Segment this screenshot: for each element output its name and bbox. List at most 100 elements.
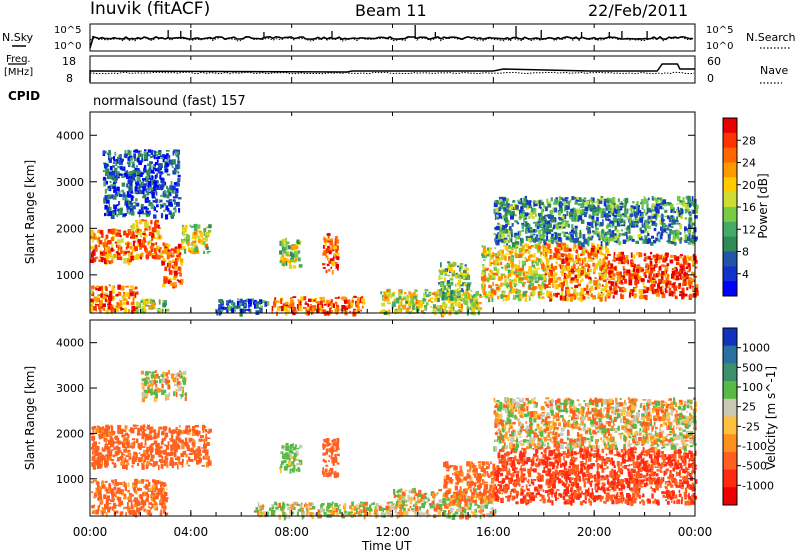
range-gate-cell	[285, 261, 288, 266]
range-gate-cell	[493, 272, 497, 276]
range-gate-cell	[130, 225, 133, 228]
range-gate-cell	[681, 295, 684, 300]
range-gate-cell	[500, 282, 503, 287]
range-gate-cell	[595, 227, 599, 230]
range-gate-cell	[669, 259, 674, 264]
range-gate-cell	[121, 169, 124, 172]
range-gate-cell	[523, 217, 525, 223]
range-gate-cell	[166, 158, 169, 161]
range-gate-cell	[164, 190, 167, 194]
range-gate-cell	[555, 261, 558, 265]
range-gate-cell	[450, 281, 454, 286]
range-gate-cell	[177, 174, 181, 178]
range-gate-cell	[587, 251, 590, 257]
range-gate-cell	[520, 198, 523, 204]
range-gate-cell	[548, 269, 552, 272]
range-gate-cell	[479, 294, 482, 298]
range-gate-cell	[144, 442, 147, 446]
range-gate-cell	[161, 455, 164, 461]
range-gate-cell	[191, 428, 194, 431]
range-gate-cell	[501, 273, 506, 277]
range-gate-cell	[507, 229, 511, 235]
range-gate-cell	[190, 448, 193, 451]
range-gate-cell	[540, 235, 544, 239]
range-gate-cell	[178, 207, 181, 213]
range-gate-cell	[471, 307, 475, 312]
range-gate-cell	[579, 209, 583, 216]
range-gate-cell	[636, 207, 638, 212]
range-gate-cell	[126, 209, 129, 214]
range-gate-cell	[490, 277, 495, 280]
range-gate-cell	[516, 220, 518, 224]
range-gate-cell	[143, 429, 147, 431]
range-gate-cell	[685, 195, 690, 200]
range-gate-cell	[568, 200, 571, 207]
range-gate-cell	[533, 211, 536, 215]
range-gate-cell	[679, 200, 683, 203]
range-gate-cell	[167, 446, 170, 450]
range-gate-cell	[580, 293, 584, 297]
range-gate-cell	[187, 432, 191, 435]
range-gate-cell	[126, 202, 128, 208]
range-gate-cell	[562, 198, 565, 202]
range-gate-cell	[106, 200, 110, 204]
range-gate-cell	[131, 309, 134, 314]
range-gate-cell	[466, 286, 469, 292]
range-gate-cell	[245, 308, 249, 311]
range-gate-cell	[618, 271, 622, 276]
range-gate-cell	[527, 212, 530, 216]
range-gate-cell	[574, 201, 579, 205]
range-gate-cell	[137, 181, 140, 186]
range-gate-cell	[582, 234, 586, 240]
range-gate-cell	[520, 213, 524, 218]
range-gate-cell	[537, 245, 540, 250]
range-gate-cell	[350, 303, 353, 309]
range-gate-cell	[544, 284, 547, 290]
range-gate-cell	[143, 151, 147, 156]
range-gate-cell	[651, 287, 654, 293]
range-gate-cell	[692, 287, 695, 291]
range-gate-cell	[101, 285, 104, 290]
range-gate-cell	[93, 461, 98, 466]
range-gate-cell	[163, 155, 168, 160]
range-gate-cell	[587, 259, 590, 262]
range-gate-cell	[340, 296, 343, 300]
range-gate-cell	[568, 223, 570, 228]
range-gate-cell	[694, 215, 698, 219]
range-gate-cell	[192, 449, 197, 455]
range-gate-cell	[150, 451, 152, 455]
range-gate-cell	[157, 429, 160, 435]
range-gate-cell	[343, 299, 348, 304]
range-gate-cell	[614, 225, 617, 231]
range-gate-cell	[579, 246, 583, 250]
range-gate-cell	[124, 486, 127, 492]
range-gate-cell	[606, 206, 610, 208]
range-gate-cell	[592, 250, 595, 256]
range-gate-cell	[136, 223, 139, 228]
range-gate-cell	[130, 255, 135, 261]
range-gate-cell	[658, 205, 663, 210]
range-gate-cell	[134, 236, 139, 240]
range-gate-cell	[129, 256, 132, 261]
range-gate-cell	[160, 445, 163, 449]
range-gate-cell	[139, 172, 143, 177]
range-gate-cell	[602, 219, 604, 222]
range-gate-cell	[361, 305, 364, 309]
range-gate-cell	[562, 242, 566, 246]
range-gate-cell	[621, 229, 623, 232]
range-gate-cell	[158, 183, 161, 189]
range-gate-cell	[172, 439, 176, 443]
range-gate-cell	[117, 291, 122, 296]
range-gate-cell	[571, 234, 574, 240]
range-gate-cell	[186, 430, 189, 435]
range-gate-cell	[165, 308, 170, 312]
range-gate-cell	[511, 248, 514, 251]
range-gate-cell	[93, 479, 95, 482]
range-gate-cell	[189, 224, 192, 228]
range-gate-cell	[155, 156, 159, 160]
range-gate-cell	[228, 305, 231, 311]
range-gate-cell	[630, 259, 634, 265]
range-gate-cell	[322, 252, 327, 256]
range-gate-cell	[578, 197, 582, 202]
range-gate-cell	[139, 255, 143, 260]
